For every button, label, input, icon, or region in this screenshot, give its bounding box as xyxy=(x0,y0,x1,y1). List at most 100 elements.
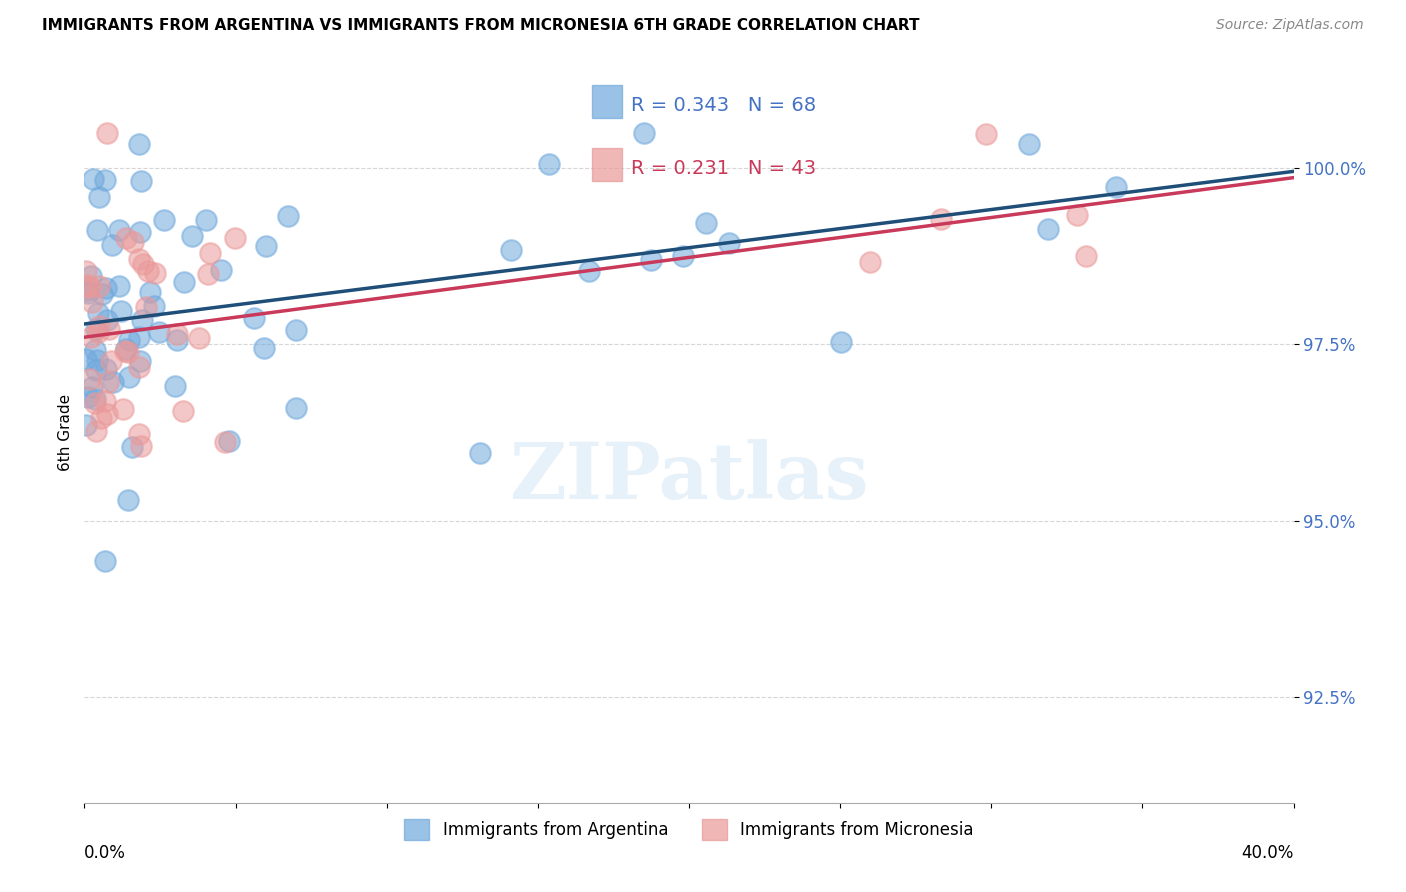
Immigrants from Argentina xyxy=(107,279,129,293)
Immigrants from Argentina xyxy=(84,362,107,376)
Immigrants from Argentina xyxy=(633,126,655,140)
Immigrants from Argentina xyxy=(129,353,152,368)
Y-axis label: 6th Grade: 6th Grade xyxy=(58,394,73,471)
Text: Source: ZipAtlas.com: Source: ZipAtlas.com xyxy=(1216,18,1364,32)
Immigrants from Argentina xyxy=(166,333,188,347)
Immigrants from Argentina xyxy=(76,351,98,366)
Immigrants from Argentina xyxy=(139,285,162,299)
Immigrants from Argentina xyxy=(243,311,266,326)
Immigrants from Argentina xyxy=(114,342,136,356)
Immigrants from Argentina xyxy=(128,225,150,239)
Immigrants from Argentina xyxy=(86,353,108,368)
Immigrants from Micronesia xyxy=(97,376,120,390)
Immigrants from Micronesia xyxy=(94,394,117,409)
Immigrants from Argentina xyxy=(129,174,152,188)
Immigrants from Argentina xyxy=(131,313,153,327)
Text: R = 0.343   N = 68: R = 0.343 N = 68 xyxy=(631,95,815,115)
Immigrants from Argentina xyxy=(79,268,101,283)
Immigrants from Argentina xyxy=(1018,137,1040,152)
FancyBboxPatch shape xyxy=(592,147,623,181)
Immigrants from Micronesia xyxy=(82,295,104,310)
Immigrants from Micronesia xyxy=(100,354,122,368)
Immigrants from Micronesia xyxy=(87,325,110,339)
Immigrants from Argentina xyxy=(1038,221,1060,235)
Immigrants from Argentina xyxy=(538,157,561,171)
Immigrants from Micronesia xyxy=(89,318,111,333)
Immigrants from Micronesia xyxy=(98,322,121,336)
Immigrants from Micronesia xyxy=(135,300,157,314)
Immigrants from Argentina xyxy=(143,299,166,313)
Immigrants from Micronesia xyxy=(187,331,209,345)
Text: 0.0%: 0.0% xyxy=(84,844,127,862)
Immigrants from Micronesia xyxy=(129,439,152,453)
Immigrants from Argentina xyxy=(108,223,131,237)
Immigrants from Micronesia xyxy=(96,126,118,140)
Immigrants from Micronesia xyxy=(198,246,221,260)
Immigrants from Argentina xyxy=(209,263,232,277)
Immigrants from Argentina xyxy=(86,223,108,237)
Immigrants from Argentina xyxy=(118,370,141,384)
Immigrants from Micronesia xyxy=(172,403,194,417)
Immigrants from Argentina xyxy=(101,375,124,389)
Immigrants from Micronesia xyxy=(76,277,98,292)
Immigrants from Micronesia xyxy=(128,252,150,266)
Immigrants from Argentina xyxy=(173,275,195,289)
Immigrants from Micronesia xyxy=(974,127,997,141)
Immigrants from Argentina xyxy=(1105,180,1128,194)
Immigrants from Micronesia xyxy=(80,329,103,343)
Immigrants from Argentina xyxy=(96,362,118,376)
Immigrants from Micronesia xyxy=(136,264,159,278)
Immigrants from Micronesia xyxy=(90,410,112,425)
Immigrants from Argentina xyxy=(672,249,695,263)
Immigrants from Micronesia xyxy=(1066,208,1088,222)
Immigrants from Argentina xyxy=(284,323,307,337)
Immigrants from Argentina xyxy=(87,306,110,320)
Immigrants from Argentina xyxy=(218,434,240,448)
Immigrants from Argentina xyxy=(153,212,176,227)
Immigrants from Argentina xyxy=(254,239,277,253)
Immigrants from Argentina xyxy=(128,136,150,151)
Immigrants from Micronesia xyxy=(89,278,111,293)
Immigrants from Argentina xyxy=(82,172,104,186)
Immigrants from Argentina xyxy=(101,237,124,252)
Immigrants from Micronesia xyxy=(143,266,166,280)
Text: IMMIGRANTS FROM ARGENTINA VS IMMIGRANTS FROM MICRONESIA 6TH GRADE CORRELATION CH: IMMIGRANTS FROM ARGENTINA VS IMMIGRANTS … xyxy=(42,18,920,33)
Immigrants from Argentina xyxy=(285,401,308,416)
Text: ZIPatlas: ZIPatlas xyxy=(509,439,869,515)
Immigrants from Micronesia xyxy=(83,396,105,410)
Immigrants from Argentina xyxy=(578,264,600,278)
Immigrants from Micronesia xyxy=(929,212,952,227)
Immigrants from Micronesia xyxy=(84,424,107,438)
Immigrants from Argentina xyxy=(83,343,105,358)
Text: R = 0.231   N = 43: R = 0.231 N = 43 xyxy=(631,159,815,178)
Immigrants from Argentina xyxy=(194,212,217,227)
Immigrants from Argentina xyxy=(501,243,523,257)
Immigrants from Argentina xyxy=(82,380,104,394)
Immigrants from Argentina xyxy=(121,441,143,455)
Immigrants from Argentina xyxy=(110,304,132,318)
Immigrants from Argentina xyxy=(76,283,98,297)
Immigrants from Micronesia xyxy=(1074,249,1097,263)
Immigrants from Argentina xyxy=(96,280,118,294)
Immigrants from Micronesia xyxy=(114,343,136,358)
Immigrants from Argentina xyxy=(163,379,186,393)
Immigrants from Argentina xyxy=(277,209,299,223)
Immigrants from Micronesia xyxy=(96,408,118,422)
Immigrants from Argentina xyxy=(468,446,491,460)
Immigrants from Argentina xyxy=(181,229,204,244)
Immigrants from Micronesia xyxy=(115,231,138,245)
Immigrants from Argentina xyxy=(148,325,170,339)
Immigrants from Argentina xyxy=(86,321,108,335)
Immigrants from Argentina xyxy=(75,417,97,432)
FancyBboxPatch shape xyxy=(592,85,623,118)
Immigrants from Micronesia xyxy=(117,344,139,359)
Immigrants from Micronesia xyxy=(128,359,150,374)
Immigrants from Micronesia xyxy=(224,231,246,245)
Immigrants from Argentina xyxy=(830,335,852,350)
Immigrants from Argentina xyxy=(718,235,741,250)
Immigrants from Argentina xyxy=(96,313,118,327)
Immigrants from Micronesia xyxy=(79,372,101,386)
Immigrants from Micronesia xyxy=(128,427,150,442)
Immigrants from Argentina xyxy=(640,253,662,268)
Immigrants from Micronesia xyxy=(112,401,135,416)
